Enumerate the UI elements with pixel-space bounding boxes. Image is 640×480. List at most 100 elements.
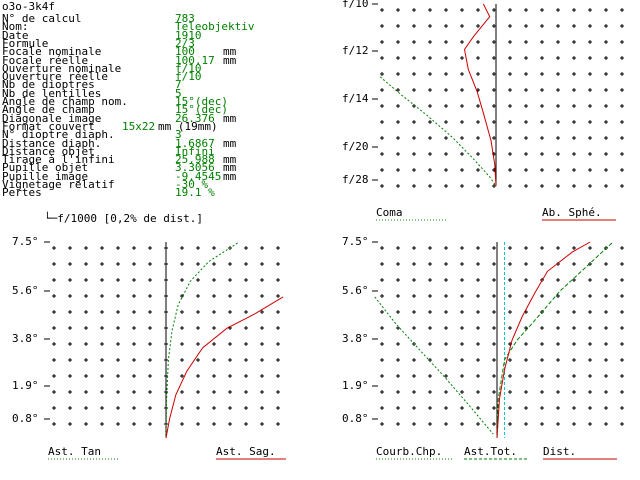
grid-mark bbox=[572, 56, 576, 60]
grid-mark bbox=[180, 422, 184, 426]
grid-mark bbox=[180, 310, 184, 314]
grid-mark bbox=[460, 104, 464, 108]
grid-mark bbox=[604, 422, 608, 426]
spec-label: Vignetage relatif bbox=[2, 178, 115, 191]
grid-mark bbox=[476, 184, 480, 188]
grid-mark bbox=[148, 262, 152, 266]
grid-mark bbox=[444, 422, 448, 426]
grid-mark bbox=[244, 390, 248, 394]
grid-mark bbox=[428, 168, 432, 172]
grid-mark bbox=[260, 342, 264, 346]
grid-mark bbox=[508, 246, 512, 250]
grid-mark bbox=[540, 390, 544, 394]
grid-mark bbox=[620, 246, 624, 250]
grid-mark bbox=[604, 88, 608, 92]
grid-mark bbox=[444, 24, 448, 28]
grid-mark bbox=[84, 374, 88, 378]
grid-mark bbox=[572, 40, 576, 44]
grid-mark bbox=[556, 278, 560, 282]
grid-mark bbox=[524, 88, 528, 92]
grid-mark bbox=[620, 120, 624, 124]
grid-mark bbox=[556, 40, 560, 44]
spec-value: 19.1 % bbox=[175, 186, 215, 200]
grid-mark bbox=[212, 246, 216, 250]
grid-mark bbox=[68, 278, 72, 282]
grid-mark bbox=[524, 374, 528, 378]
grid-mark bbox=[556, 72, 560, 76]
grid-mark bbox=[476, 406, 480, 410]
grid-mark bbox=[588, 136, 592, 140]
spec-value: -9.4545 bbox=[175, 169, 222, 183]
grid-mark bbox=[588, 294, 592, 298]
grid-mark bbox=[380, 326, 384, 330]
y-tick-label: 0.8° bbox=[342, 412, 369, 425]
grid-mark bbox=[524, 184, 528, 188]
grid-mark bbox=[460, 406, 464, 410]
grid-mark bbox=[52, 342, 56, 346]
grid-mark bbox=[428, 278, 432, 282]
grid-mark bbox=[444, 246, 448, 250]
grid-mark bbox=[212, 358, 216, 362]
grid-mark bbox=[148, 310, 152, 314]
grid-mark bbox=[604, 136, 608, 140]
grid-mark bbox=[276, 406, 280, 410]
grid-mark bbox=[476, 310, 480, 314]
grid-mark bbox=[260, 374, 264, 378]
spec-label: Focale nominale bbox=[2, 45, 102, 59]
grid-mark bbox=[412, 88, 416, 92]
grid-mark bbox=[180, 262, 184, 266]
grid-mark bbox=[244, 342, 248, 346]
grid-mark bbox=[244, 374, 248, 378]
grid-mark bbox=[428, 40, 432, 44]
y-tick-label: 1.9° bbox=[342, 379, 369, 392]
legend-label: Ast. Tan bbox=[48, 445, 101, 458]
grid-mark bbox=[68, 294, 72, 298]
grid-mark bbox=[444, 40, 448, 44]
grid-mark bbox=[68, 358, 72, 362]
grid-mark bbox=[492, 8, 496, 12]
grid-mark bbox=[276, 390, 280, 394]
grid-mark bbox=[524, 72, 528, 76]
grid-mark bbox=[132, 246, 136, 250]
grid-mark bbox=[396, 152, 400, 156]
grid-mark bbox=[380, 136, 384, 140]
grid-mark bbox=[588, 24, 592, 28]
spec-label: Pupille image bbox=[2, 169, 89, 183]
grid-mark bbox=[492, 120, 496, 124]
grid-mark bbox=[460, 326, 464, 330]
grid-mark bbox=[556, 342, 560, 346]
grid-mark bbox=[492, 310, 496, 314]
grid-mark bbox=[444, 8, 448, 12]
grid-mark bbox=[260, 358, 264, 362]
grid-mark bbox=[588, 72, 592, 76]
grid-mark bbox=[604, 374, 608, 378]
grid-mark bbox=[380, 374, 384, 378]
grid-mark bbox=[396, 406, 400, 410]
grid-mark bbox=[572, 422, 576, 426]
spec-value: 100 bbox=[175, 45, 195, 59]
grid-mark bbox=[244, 310, 248, 314]
spec-value: 25.988 bbox=[175, 153, 215, 167]
grid-mark bbox=[100, 310, 104, 314]
grid-mark bbox=[84, 294, 88, 298]
grid-mark bbox=[228, 374, 232, 378]
grid-mark bbox=[52, 390, 56, 394]
grid-mark bbox=[68, 390, 72, 394]
grid-mark bbox=[492, 104, 496, 108]
grid-mark bbox=[148, 358, 152, 362]
grid-mark bbox=[508, 278, 512, 282]
grid-mark bbox=[412, 72, 416, 76]
grid-mark bbox=[132, 406, 136, 410]
grid-mark bbox=[572, 246, 576, 250]
grid-mark bbox=[604, 278, 608, 282]
grid-mark bbox=[588, 40, 592, 44]
grid-mark bbox=[68, 422, 72, 426]
grid-mark bbox=[100, 358, 104, 362]
grid-mark bbox=[588, 168, 592, 172]
grid-mark bbox=[492, 246, 496, 250]
grid-mark bbox=[444, 326, 448, 330]
grid-mark bbox=[476, 342, 480, 346]
grid-mark bbox=[508, 72, 512, 76]
spec-label: Angle de champ nom. bbox=[2, 95, 128, 108]
